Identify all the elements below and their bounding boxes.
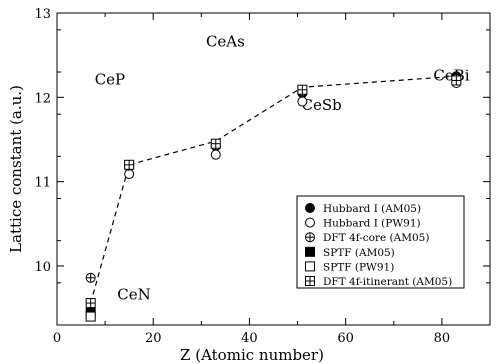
legend: Hubbard I (AM05) Hubbard I (PW91) DFT 4f-c… [296,195,465,289]
y-tick-label: 10 [34,260,51,275]
data-point [124,159,135,170]
y-axis-label: Lattice constant (a.u.) [7,85,25,253]
plot-area [85,71,462,322]
legend-marker [305,232,315,243]
plot-frame [56,12,491,326]
x-tick-label: 60 [337,331,354,346]
x-axis-label: Z (Atomic number) [180,346,324,364]
x-tick-label: 20 [145,331,162,346]
y-axis-ticks: 10 11 12 13 [34,7,490,326]
data-point [297,96,308,107]
legend-marker [305,261,315,272]
data-point [297,84,308,95]
series-4 [85,311,96,322]
data-point [210,149,221,160]
data-point [85,311,96,322]
series-5 [85,75,462,309]
compound-label: CeSb [301,96,341,114]
data-point [451,75,462,86]
legend-marker [305,203,315,213]
compound-label: CeAs [206,33,245,51]
series-0 [124,71,462,172]
x-tick-label: 80 [434,331,451,346]
legend-label: DFT 4f-itinerant (AM05) [323,276,452,288]
legend-label: SPTF (AM05) [323,247,395,259]
legend-label: Hubbard I (PW91) [323,218,421,230]
compound-label: CeN [117,286,150,304]
data-point [85,272,96,283]
x-axis-ticks: 0 20 40 60 80 [53,13,450,346]
legend-label: SPTF (PW91) [323,261,394,273]
y-tick-label: 12 [34,91,51,106]
legend-marker [305,246,315,257]
series-1 [124,77,462,180]
legend-label: DFT 4f-core (AM05) [323,232,429,244]
legend-marker [305,217,315,228]
legend-marker [305,276,315,286]
data-point [85,298,96,309]
data-point [124,169,135,180]
x-tick-label: 40 [241,331,258,346]
data-point [210,138,221,149]
y-tick-label: 11 [34,176,51,191]
x-tick-label: 0 [53,331,61,346]
legend-box [296,195,465,289]
y-tick-label: 13 [34,7,51,22]
compound-label: CeP [95,71,125,89]
legend-label: Hubbard I (AM05) [323,203,421,215]
